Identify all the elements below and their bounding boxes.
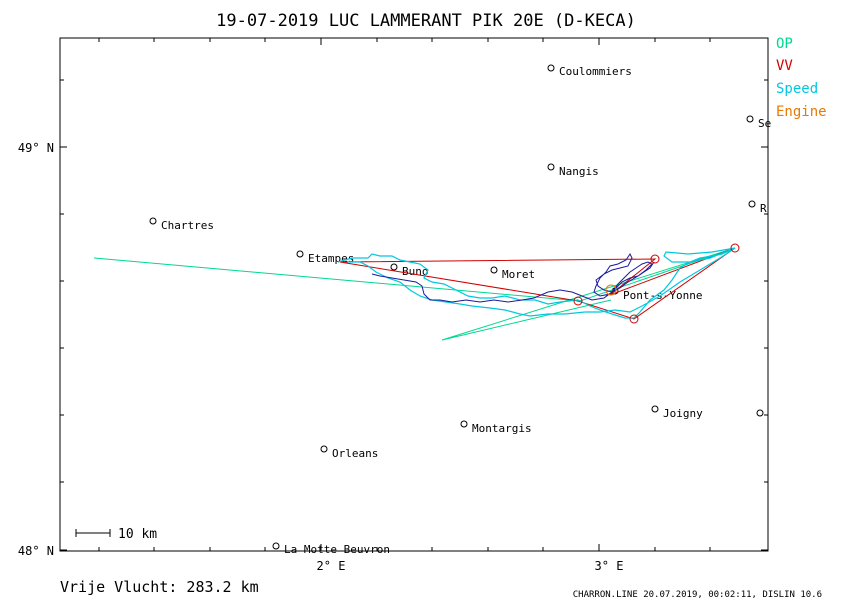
scale-bar: 10 km bbox=[75, 527, 157, 542]
engine-markers bbox=[605, 284, 617, 296]
legend-vv: VV bbox=[776, 58, 793, 74]
turnpoint-marker bbox=[730, 243, 740, 253]
town-r: R bbox=[748, 200, 767, 215]
svg-text:Coulommiers: Coulommiers bbox=[559, 65, 632, 78]
turnpoint-marker bbox=[573, 296, 583, 306]
svg-text:Moret: Moret bbox=[502, 268, 535, 281]
town-orleans: Orleans bbox=[320, 445, 378, 460]
town-nangis: Nangis bbox=[547, 163, 599, 178]
town-chartres: Chartres bbox=[149, 217, 214, 232]
svg-text:Se: Se bbox=[758, 117, 771, 130]
town-joigny: Joigny bbox=[651, 405, 703, 420]
scale-bar-label: 10 km bbox=[118, 527, 157, 542]
engine-marker bbox=[605, 284, 617, 296]
speed-track bbox=[337, 247, 736, 319]
town-se: Se bbox=[746, 115, 771, 130]
legend: OP VV Speed Engine bbox=[776, 36, 827, 120]
axis-ticks bbox=[60, 38, 768, 551]
towns: Coulommiers Nangis Chartres Etampes Buno… bbox=[149, 64, 771, 556]
free-flight-distance: Vrije Vlucht: 283.2 km bbox=[60, 578, 259, 596]
svg-text:Buno: Buno bbox=[402, 265, 429, 278]
lat-label-49: 49° N bbox=[18, 141, 54, 155]
map-title: 19-07-2019 LUC LAMMERANT PIK 20E (D-KECA… bbox=[216, 11, 636, 31]
turnpoint-marker bbox=[629, 314, 639, 324]
lat-label-48: 48° N bbox=[18, 544, 54, 558]
town-edge bbox=[756, 409, 764, 417]
svg-text:La Motte Beuvron: La Motte Beuvron bbox=[284, 543, 390, 556]
town-coulommiers: Coulommiers bbox=[547, 64, 632, 78]
legend-engine: Engine bbox=[776, 104, 827, 120]
svg-text:R: R bbox=[760, 202, 767, 215]
svg-text:Chartres: Chartres bbox=[161, 219, 214, 232]
town-buno: Buno bbox=[390, 263, 429, 278]
credit-text: CHARRON.LINE 20.07.2019, 00:02:11, DISLI… bbox=[573, 590, 822, 600]
turnpoint-marker bbox=[650, 254, 660, 264]
svg-text:Montargis: Montargis bbox=[472, 422, 532, 435]
svg-text:Nangis: Nangis bbox=[559, 165, 599, 178]
lon-label-2: 2° E bbox=[317, 559, 346, 573]
legend-speed: Speed bbox=[776, 81, 818, 97]
map-frame bbox=[59, 37, 769, 552]
legend-op: OP bbox=[776, 36, 793, 52]
flight-track bbox=[371, 253, 655, 303]
svg-text:Pont-s-Yonne: Pont-s-Yonne bbox=[623, 289, 702, 302]
town-montargis: Montargis bbox=[460, 420, 532, 435]
town-la-motte-beuvron: La Motte Beuvron bbox=[272, 542, 390, 556]
vv-task-line bbox=[339, 247, 736, 320]
turnpoint-markers bbox=[573, 243, 740, 324]
lon-label-3: 3° E bbox=[595, 559, 624, 573]
svg-text:Orleans: Orleans bbox=[332, 447, 378, 460]
svg-text:Joigny: Joigny bbox=[663, 407, 703, 420]
town-moret: Moret bbox=[490, 266, 535, 281]
